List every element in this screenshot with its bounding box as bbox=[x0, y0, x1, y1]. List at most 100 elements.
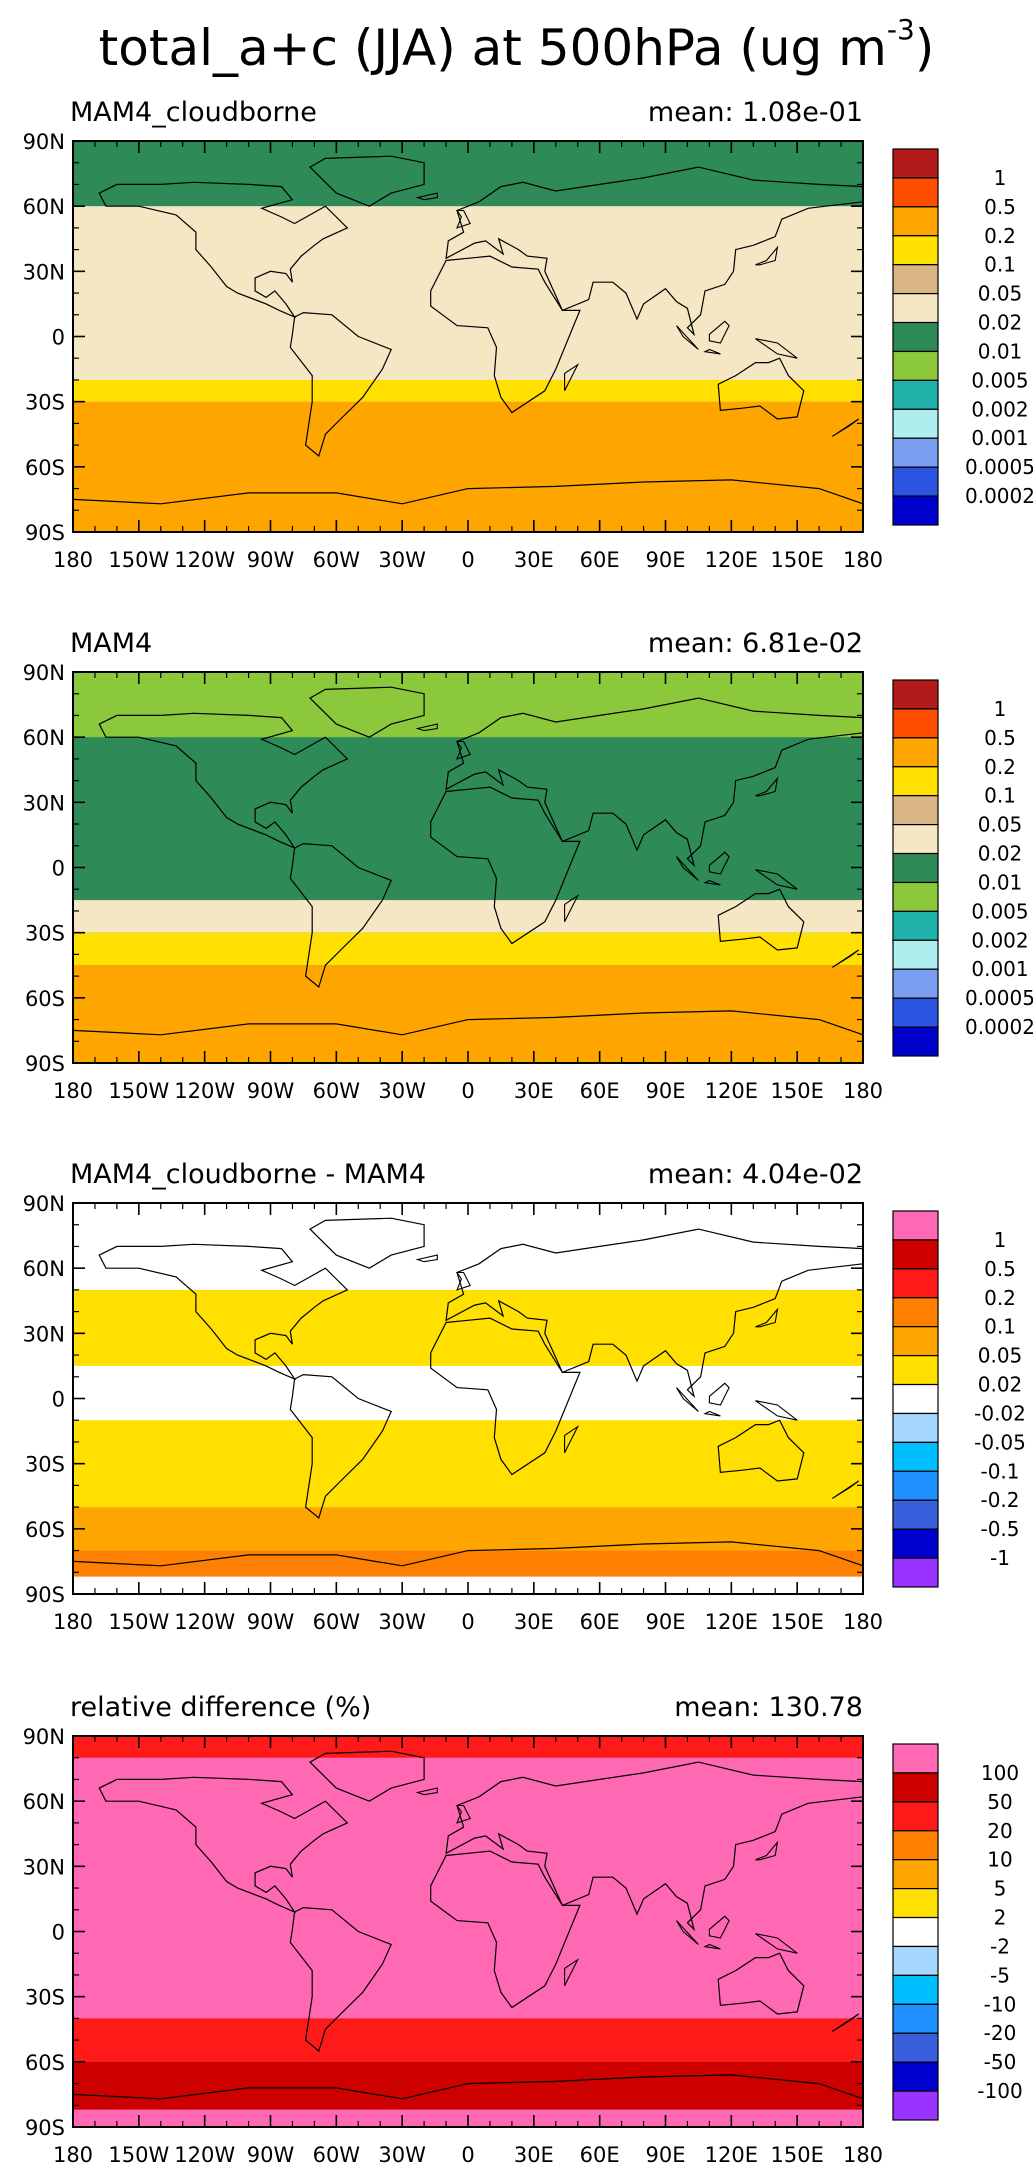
colorbar: 1 0.5 0.2 0.1 0.05 0.02 -0.02 -0.05 -0.1 -0.2 -0.5… bbox=[892, 1210, 1026, 1588]
lat-tick-label: 60S bbox=[25, 987, 65, 1011]
lon-tick-label: 60W bbox=[313, 548, 361, 572]
map-panel: relative difference (%) mean: 130.78 90N 60… bbox=[23, 1692, 1023, 2167]
colorbar-label: -0.05 bbox=[974, 1430, 1026, 1454]
coastline bbox=[708, 1382, 730, 1406]
lat-tick-label: 30S bbox=[25, 1453, 65, 1477]
lon-tick-label: 30E bbox=[514, 1610, 554, 1634]
lon-tick-label: 150E bbox=[770, 1610, 823, 1634]
coastline bbox=[564, 894, 580, 923]
lat-tick-label: 90N bbox=[23, 130, 65, 154]
coastline bbox=[455, 1804, 471, 1824]
coastline bbox=[445, 1228, 863, 1399]
colorbar-label: 0.02 bbox=[978, 311, 1023, 335]
panel-title: MAM4_cloudborne - MAM4 bbox=[70, 1159, 426, 1190]
lat-tick-label: 0 bbox=[52, 1921, 65, 1945]
lon-tick-label: 90W bbox=[247, 2143, 295, 2167]
coastline bbox=[289, 1373, 393, 1520]
colorbar-label: -1 bbox=[990, 1546, 1010, 1570]
coastline bbox=[755, 338, 798, 359]
coastline bbox=[703, 1410, 721, 1417]
colorbar-label: 5 bbox=[994, 1877, 1007, 1901]
colorbar-label: 0.01 bbox=[978, 870, 1023, 894]
lon-tick-label: 30W bbox=[378, 1079, 426, 1103]
colorbar-swatch bbox=[892, 1355, 939, 1386]
lat-tick-label: 0 bbox=[52, 1388, 65, 1412]
panel-title: MAM4_cloudborne bbox=[70, 97, 317, 128]
colorbar-swatch bbox=[892, 1470, 939, 1501]
lat-tick-label: 90S bbox=[25, 1052, 65, 1076]
colorbar-label: 0.002 bbox=[971, 397, 1028, 421]
coastline bbox=[564, 1958, 580, 1987]
lat-tick-label: 90S bbox=[25, 2116, 65, 2140]
coastline bbox=[309, 155, 425, 207]
lat-tick-label: 0 bbox=[52, 857, 65, 881]
colorbar-swatch bbox=[892, 350, 939, 381]
coastline bbox=[831, 2013, 859, 2032]
coastline bbox=[309, 1217, 425, 1269]
colorbar-label: 0.05 bbox=[978, 282, 1023, 306]
colorbar-swatch bbox=[892, 1297, 939, 1328]
colorbar-label: 0.5 bbox=[984, 1257, 1016, 1281]
colorbar-label: 0.02 bbox=[978, 1373, 1023, 1397]
coastline bbox=[831, 1480, 859, 1499]
colorbar-swatch bbox=[892, 852, 939, 884]
colorbar-swatch bbox=[892, 1499, 939, 1530]
coastline bbox=[703, 348, 721, 355]
lat-tick-label: 30S bbox=[25, 922, 65, 946]
colorbar-label: 0.1 bbox=[984, 253, 1016, 277]
coastline bbox=[415, 192, 438, 201]
coastline bbox=[455, 1271, 471, 1291]
panel-mean: mean: 130.78 bbox=[674, 1692, 863, 1723]
colorbar-label: 0.002 bbox=[971, 928, 1028, 952]
contour-band bbox=[73, 1289, 863, 1366]
map-field bbox=[73, 672, 863, 1063]
colorbar-swatch bbox=[892, 437, 939, 468]
lon-tick-label: 180 bbox=[53, 1610, 93, 1634]
coastline bbox=[708, 320, 730, 344]
colorbar: 1 0.5 0.2 0.1 0.05 0.02 0.01 0.005 0.002 0.001 0.0… bbox=[892, 679, 1033, 1057]
colorbar-label: 0.2 bbox=[984, 1286, 1016, 1310]
coastline bbox=[703, 1943, 721, 1950]
colorbar-swatch bbox=[892, 1801, 939, 1832]
lon-tick-label: 90E bbox=[646, 548, 686, 572]
colorbar-swatch bbox=[892, 795, 939, 826]
lat-tick-label: 60S bbox=[25, 456, 65, 480]
colorbar-label: -0.1 bbox=[980, 1459, 1019, 1483]
colorbar-swatch bbox=[892, 737, 939, 768]
lat-tick-label: 90N bbox=[23, 1725, 65, 1749]
coastline bbox=[309, 686, 425, 738]
lat-tick-label: 30S bbox=[25, 391, 65, 415]
coastline bbox=[73, 1541, 863, 1594]
lon-tick-label: 120W bbox=[174, 1079, 235, 1103]
colorbar-swatch bbox=[892, 2032, 939, 2063]
colorbar-label: 0.1 bbox=[984, 784, 1016, 808]
colorbar-swatch bbox=[892, 148, 939, 179]
colorbar-label: 0.001 bbox=[971, 957, 1028, 981]
lon-tick-label: 120W bbox=[174, 2143, 235, 2167]
colorbar-swatch bbox=[892, 1528, 939, 1559]
colorbar-swatch bbox=[892, 1557, 939, 1588]
coastline bbox=[717, 888, 805, 951]
coastline bbox=[708, 851, 730, 875]
map-field bbox=[73, 1736, 863, 2127]
lon-tick-label: 90E bbox=[646, 1610, 686, 1634]
lat-tick-label: 60N bbox=[23, 726, 65, 750]
colorbar-swatch bbox=[892, 1210, 939, 1241]
lon-tick-label: 60E bbox=[580, 2143, 620, 2167]
lat-tick-label: 60S bbox=[25, 2051, 65, 2075]
colorbar-label: -20 bbox=[984, 2021, 1017, 2045]
lon-tick-label: 60E bbox=[580, 548, 620, 572]
colorbar-label: 0.2 bbox=[984, 224, 1016, 248]
colorbar-label: 50 bbox=[987, 1790, 1012, 1814]
map-field bbox=[73, 1203, 863, 1594]
lon-tick-label: 60W bbox=[313, 1610, 361, 1634]
coastline bbox=[430, 255, 581, 414]
lat-tick-label: 90S bbox=[25, 1583, 65, 1607]
contour-band bbox=[73, 1550, 863, 1577]
lon-tick-label: 90E bbox=[646, 2143, 686, 2167]
colorbar-label: 1 bbox=[994, 697, 1007, 721]
coastline bbox=[445, 1761, 863, 1932]
lat-tick-label: 60N bbox=[23, 1790, 65, 1814]
lat-tick-label: 30N bbox=[23, 1855, 65, 1879]
